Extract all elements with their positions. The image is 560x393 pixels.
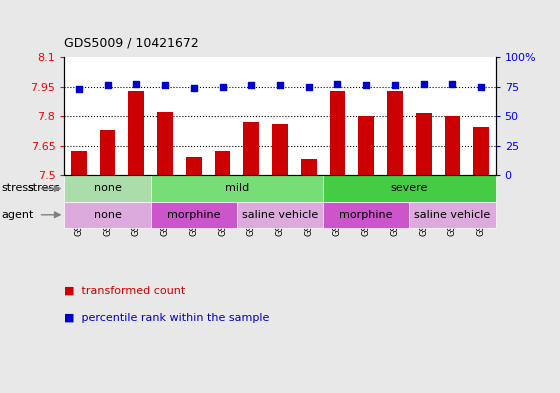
Text: saline vehicle: saline vehicle	[242, 210, 318, 220]
Bar	[301, 158, 316, 175]
Point	[247, 82, 256, 88]
Text: none: none	[94, 184, 122, 193]
Bar	[64, 202, 151, 228]
Bar	[186, 156, 202, 175]
Point	[132, 81, 141, 87]
Text: ■  transformed count: ■ transformed count	[64, 286, 186, 296]
Bar	[445, 116, 460, 175]
Bar	[323, 175, 496, 202]
Point	[103, 82, 112, 88]
Bar	[473, 127, 489, 175]
Point	[333, 81, 342, 87]
Point	[276, 82, 284, 88]
Bar	[151, 175, 323, 202]
Bar	[387, 90, 403, 175]
Point	[477, 83, 486, 90]
Point	[304, 83, 313, 90]
Bar	[151, 202, 237, 228]
Text: GDS5009 / 10421672: GDS5009 / 10421672	[64, 36, 199, 49]
Text: mild: mild	[225, 184, 249, 193]
Text: agent: agent	[2, 210, 34, 220]
Bar	[214, 151, 230, 175]
Text: saline vehicle: saline vehicle	[414, 210, 491, 220]
Point	[189, 84, 198, 91]
Point	[74, 86, 83, 92]
Bar	[64, 175, 151, 202]
Point	[390, 82, 399, 88]
Text: morphine: morphine	[339, 210, 393, 220]
Bar	[100, 130, 115, 175]
Bar	[416, 113, 432, 175]
Bar	[323, 202, 409, 228]
Bar	[157, 112, 173, 175]
Text: morphine: morphine	[167, 210, 221, 220]
Text: none: none	[94, 210, 122, 220]
Bar	[272, 124, 288, 175]
Bar	[237, 202, 323, 228]
Bar	[330, 90, 346, 175]
Bar	[358, 116, 374, 175]
Text: severe: severe	[391, 184, 428, 193]
Bar	[71, 151, 87, 175]
Point	[362, 82, 371, 88]
Text: ■  percentile rank within the sample: ■ percentile rank within the sample	[64, 313, 270, 323]
Text: stress: stress	[1, 184, 34, 193]
Point	[161, 82, 170, 88]
Point	[448, 81, 457, 87]
Point	[218, 83, 227, 90]
Bar	[128, 90, 144, 175]
Bar	[409, 202, 496, 228]
Bar	[244, 122, 259, 175]
Text: stress: stress	[27, 184, 60, 193]
Point	[419, 81, 428, 87]
